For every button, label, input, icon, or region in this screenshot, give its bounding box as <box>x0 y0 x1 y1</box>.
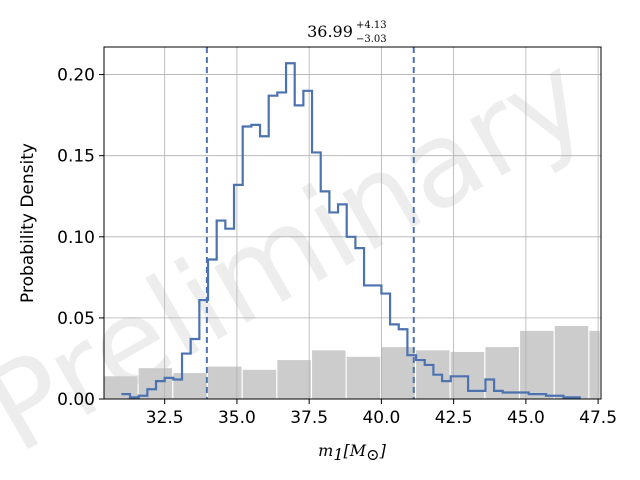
y-tick-label: 0.15 <box>57 147 95 167</box>
x-tick-label: 42.5 <box>435 408 473 428</box>
y-tick-label: 0.05 <box>57 309 95 329</box>
prior-bar <box>277 360 311 399</box>
x-axis-label: m1[M⊙] <box>318 441 386 464</box>
y-tick-label: 0.10 <box>57 228 95 248</box>
plot-area: 32.5 35.0 37.5 40.0 42.5 45.0 47.5 0.00 0.05 0.1… <box>57 46 617 428</box>
prior-bar <box>208 366 242 399</box>
y-axis-label: Probability Density <box>18 143 38 303</box>
x-tick-label: 35.0 <box>218 408 256 428</box>
x-tick-label: 32.5 <box>146 408 184 428</box>
x-tick-label: 37.5 <box>290 408 328 428</box>
prior-bar <box>173 373 207 399</box>
x-label-var: m <box>318 441 333 460</box>
x-tick-label: 45.0 <box>507 408 545 428</box>
prior-bar <box>312 350 346 399</box>
y-tick-label: 0.00 <box>57 390 95 410</box>
posterior-histogram-line <box>121 62 581 399</box>
prior-bar <box>242 369 277 399</box>
chart-title: 36.99 <box>307 22 353 41</box>
x-tick-label: 47.5 <box>579 408 617 428</box>
title-lower-error: −3.03 <box>356 34 387 45</box>
x-label-unit-sub: ⊙ <box>366 445 379 464</box>
axes-frame <box>103 46 602 400</box>
prior-bar <box>346 356 381 399</box>
title-upper-error: +4.13 <box>356 20 387 31</box>
x-label-sub: 1 <box>333 445 343 464</box>
x-label-unit: M <box>349 441 367 460</box>
credible-interval-lines <box>205 47 415 399</box>
x-axis-ticks: 32.5 35.0 37.5 40.0 42.5 45.0 47.5 <box>146 399 617 428</box>
x-label-bracket-open: [ <box>344 441 351 460</box>
y-axis-ticks: 0.00 0.05 0.10 0.15 0.20 <box>57 66 104 410</box>
y-tick-label: 0.20 <box>57 66 95 86</box>
prior-bar <box>520 330 554 399</box>
x-tick-label: 40.0 <box>362 408 400 428</box>
prior-bar <box>554 326 589 399</box>
title-median: 36.99 <box>307 22 353 41</box>
prior-bar <box>589 330 600 399</box>
prior-bar <box>104 376 138 399</box>
x-label-bracket-close: ] <box>379 441 387 460</box>
